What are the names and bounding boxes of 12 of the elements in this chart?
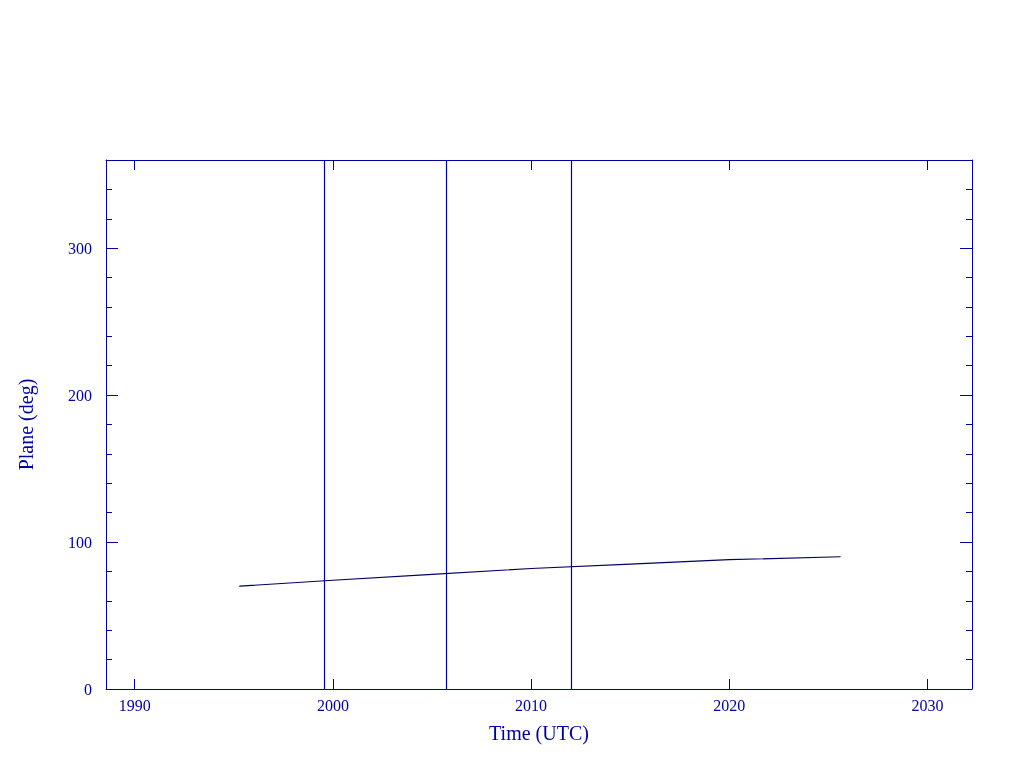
y-tick-label: 200 [68,386,92,404]
x-axis-title: Time (UTC) [489,722,589,745]
line-series [239,556,841,587]
x-tick-label: 2030 [911,696,944,714]
x-tick-label: 1990 [118,696,151,714]
x-tick-label: 2020 [713,696,746,714]
x-tick-label: 2000 [316,696,349,714]
y-tick-label: 300 [68,239,92,257]
y-axis-title: Plane (deg) [15,378,38,471]
y-tick-label: 100 [68,533,92,551]
x-tick-label: 2010 [515,696,548,714]
y-tick-label: 0 [84,680,92,698]
